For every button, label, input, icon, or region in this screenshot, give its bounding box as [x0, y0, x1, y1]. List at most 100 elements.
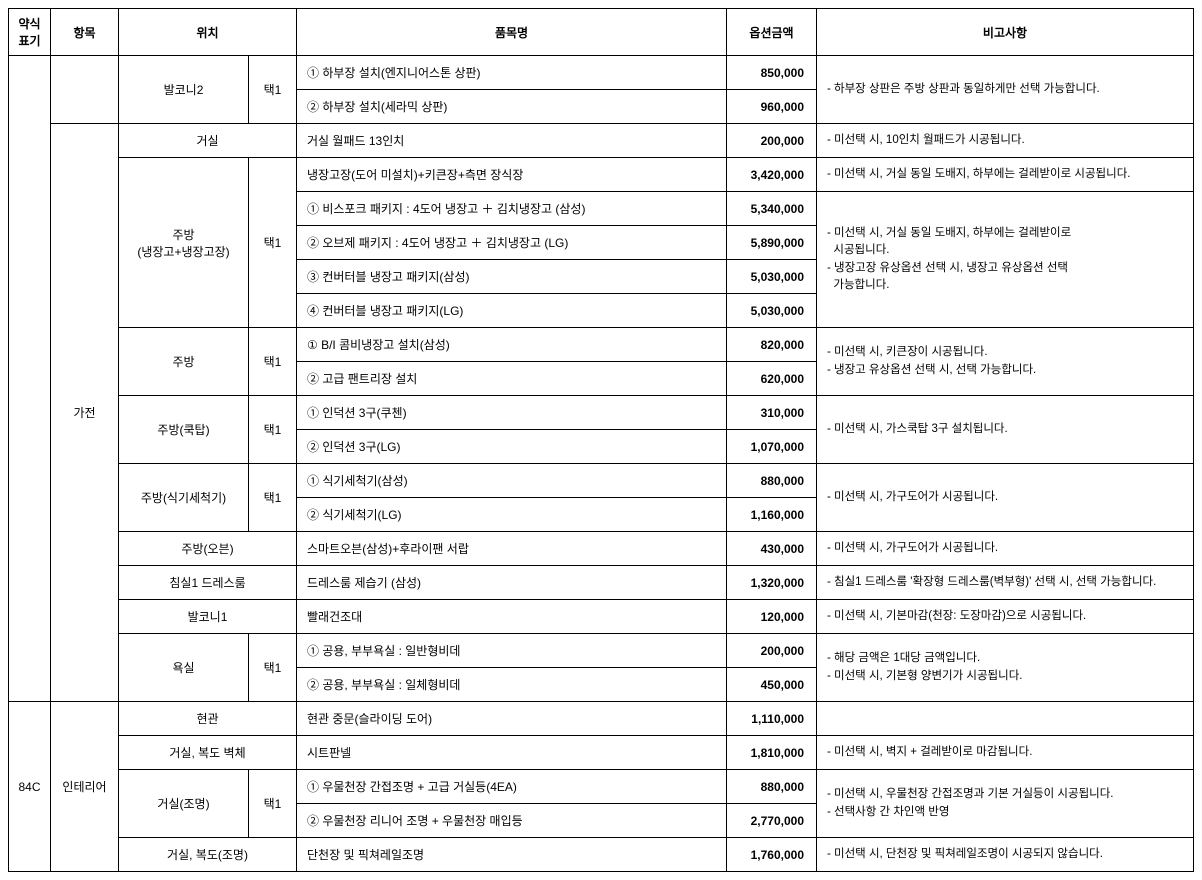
note-cell: - 미선택 시, 거실 동일 도배지, 하부에는 걸레받이로 시공됩니다. - …	[817, 192, 1194, 328]
note-line: - 선택사항 간 차인액 반영	[827, 806, 949, 818]
category-cell: 가전	[51, 124, 119, 702]
table-row: 주방(쿡탑) 택1 ① 인덕션 3구(쿠첸) 310,000 - 미선택 시, …	[9, 396, 1194, 430]
item-cell: ④ 컨버터블 냉장고 패키지(LG)	[297, 294, 727, 328]
price-cell: 960,000	[727, 90, 817, 124]
price-cell: 1,810,000	[727, 736, 817, 770]
table-row: 거실, 복도(조명) 단천장 및 픽쳐레일조명 1,760,000 - 미선택 …	[9, 838, 1194, 872]
item-cell: ③ 컨버터블 냉장고 패키지(삼성)	[297, 260, 727, 294]
table-row: 주방 (냉장고+냉장고장) 택1 냉장고장(도어 미설치)+키큰장+측면 장식장…	[9, 158, 1194, 192]
loc-cell: 거실(조명)	[119, 770, 249, 838]
col-location: 위치	[119, 9, 297, 56]
price-cell: 2,770,000	[727, 804, 817, 838]
loc-cell: 현관	[119, 702, 297, 736]
price-cell: 5,890,000	[727, 226, 817, 260]
col-note: 비고사항	[817, 9, 1194, 56]
table-row: 거실(조명) 택1 ① 우물천장 간접조명 + 고급 거실등(4EA) 880,…	[9, 770, 1194, 804]
price-cell: 1,760,000	[727, 838, 817, 872]
note-line: - 냉장고 유상옵션 선택 시, 선택 가능합니다.	[827, 364, 1036, 376]
pick-cell: 택1	[249, 328, 297, 396]
table-row: 주방(오븐) 스마트오븐(삼성)+후라이팬 서랍 430,000 - 미선택 시…	[9, 532, 1194, 566]
note-cell: - 미선택 시, 단천장 및 픽쳐레일조명이 시공되지 않습니다.	[817, 838, 1194, 872]
pick-cell: 택1	[249, 56, 297, 124]
table-row: 가전 거실 거실 월패드 13인치 200,000 - 미선택 시, 10인치 …	[9, 124, 1194, 158]
note-cell: - 미선택 시, 키큰장이 시공됩니다. - 냉장고 유상옵션 선택 시, 선택…	[817, 328, 1194, 396]
price-cell: 620,000	[727, 362, 817, 396]
price-cell: 430,000	[727, 532, 817, 566]
price-cell: 310,000	[727, 396, 817, 430]
item-cell: ② 인덕션 3구(LG)	[297, 430, 727, 464]
note-cell: - 미선택 시, 가구도어가 시공됩니다.	[817, 464, 1194, 532]
pick-cell: 택1	[249, 396, 297, 464]
pick-cell: 택1	[249, 464, 297, 532]
note-cell: - 미선택 시, 10인치 월패드가 시공됩니다.	[817, 124, 1194, 158]
table-row: 거실, 복도 벽체 시트판넬 1,810,000 - 미선택 시, 벽지 + 걸…	[9, 736, 1194, 770]
loc-cell: 주방(쿡탑)	[119, 396, 249, 464]
note-cell: - 미선택 시, 가구도어가 시공됩니다.	[817, 532, 1194, 566]
note-cell: - 침실1 드레스룸 '확장형 드레스룸(벽부형)' 선택 시, 선택 가능합니…	[817, 566, 1194, 600]
price-cell: 5,030,000	[727, 260, 817, 294]
item-cell: 빨래건조대	[297, 600, 727, 634]
loc-cell: 거실	[119, 124, 297, 158]
loc-cell: 발코니1	[119, 600, 297, 634]
loc-cell: 욕실	[119, 634, 249, 702]
item-cell: ① 비스포크 패키지 : 4도어 냉장고 ＋ 김치냉장고 (삼성)	[297, 192, 727, 226]
item-cell: ① 우물천장 간접조명 + 고급 거실등(4EA)	[297, 770, 727, 804]
note-line: 가능합니다.	[827, 279, 890, 291]
item-cell: 냉장고장(도어 미설치)+키큰장+측면 장식장	[297, 158, 727, 192]
pick-cell: 택1	[249, 770, 297, 838]
price-cell: 450,000	[727, 668, 817, 702]
note-cell	[817, 702, 1194, 736]
table-row: 발코니2 택1 ① 하부장 설치(엔지니어스톤 상판) 850,000 - 하부…	[9, 56, 1194, 90]
col-code: 약식 표기	[9, 9, 51, 56]
loc-cell: 주방	[119, 328, 249, 396]
note-cell: - 미선택 시, 우물천장 간접조명과 기본 거실등이 시공됩니다. - 선택사…	[817, 770, 1194, 838]
note-line: - 미선택 시, 우물천장 간접조명과 기본 거실등이 시공됩니다.	[827, 788, 1114, 800]
loc-cell: 거실, 복도 벽체	[119, 736, 297, 770]
loc-cell: 거실, 복도(조명)	[119, 838, 297, 872]
price-cell: 5,030,000	[727, 294, 817, 328]
price-cell: 850,000	[727, 56, 817, 90]
price-cell: 820,000	[727, 328, 817, 362]
item-cell: ① 공용, 부부욕실 : 일반형비데	[297, 634, 727, 668]
options-table: 약식 표기 항목 위치 품목명 옵션금액 비고사항 발코니2 택1 ① 하부장 …	[8, 8, 1194, 872]
item-cell: 시트판넬	[297, 736, 727, 770]
table-row: 주방(식기세척기) 택1 ① 식기세척기(삼성) 880,000 - 미선택 시…	[9, 464, 1194, 498]
item-cell: ① 인덕션 3구(쿠첸)	[297, 396, 727, 430]
note-line: 시공됩니다.	[827, 244, 890, 256]
header-row: 약식 표기 항목 위치 품목명 옵션금액 비고사항	[9, 9, 1194, 56]
code-cell: 84C	[9, 702, 51, 872]
note-cell: - 미선택 시, 가스쿡탑 3구 설치됩니다.	[817, 396, 1194, 464]
item-cell: ② 오브제 패키지 : 4도어 냉장고 ＋ 김치냉장고 (LG)	[297, 226, 727, 260]
loc-cell: 주방(식기세척기)	[119, 464, 249, 532]
loc-cell: 침실1 드레스룸	[119, 566, 297, 600]
item-cell: ② 식기세척기(LG)	[297, 498, 727, 532]
note-line: - 미선택 시, 거실 동일 도배지, 하부에는 걸레받이로	[827, 227, 1071, 239]
price-cell: 120,000	[727, 600, 817, 634]
note-line: - 냉장고장 유상옵션 선택 시, 냉장고 유상옵션 선택	[827, 262, 1068, 274]
item-cell: ① 식기세척기(삼성)	[297, 464, 727, 498]
item-cell: 드레스룸 제습기 (삼성)	[297, 566, 727, 600]
price-cell: 1,160,000	[727, 498, 817, 532]
table-row: 발코니1 빨래건조대 120,000 - 미선택 시, 기본마감(천장: 도장마…	[9, 600, 1194, 634]
item-cell: 스마트오븐(삼성)+후라이팬 서랍	[297, 532, 727, 566]
item-cell: 거실 월패드 13인치	[297, 124, 727, 158]
price-cell: 200,000	[727, 634, 817, 668]
price-cell: 200,000	[727, 124, 817, 158]
note-cell: - 하부장 상판은 주방 상판과 동일하게만 선택 가능합니다.	[817, 56, 1194, 124]
item-cell: ② 하부장 설치(세라믹 상판)	[297, 90, 727, 124]
category-cell: 인테리어	[51, 702, 119, 872]
price-cell: 1,320,000	[727, 566, 817, 600]
col-price: 옵션금액	[727, 9, 817, 56]
price-cell: 880,000	[727, 464, 817, 498]
item-cell: 단천장 및 픽쳐레일조명	[297, 838, 727, 872]
table-row: 욕실 택1 ① 공용, 부부욕실 : 일반형비데 200,000 - 해당 금액…	[9, 634, 1194, 668]
price-cell: 1,070,000	[727, 430, 817, 464]
category-cell	[51, 56, 119, 124]
item-cell: ① 하부장 설치(엔지니어스톤 상판)	[297, 56, 727, 90]
loc-cell: 주방 (냉장고+냉장고장)	[119, 158, 249, 328]
price-cell: 3,420,000	[727, 158, 817, 192]
note-cell: - 해당 금액은 1대당 금액입니다. - 미선택 시, 기본형 양변기가 시공…	[817, 634, 1194, 702]
item-cell: ② 고급 팬트리장 설치	[297, 362, 727, 396]
note-line: - 해당 금액은 1대당 금액입니다.	[827, 652, 980, 664]
item-cell: ② 우물천장 리니어 조명 + 우물천장 매입등	[297, 804, 727, 838]
